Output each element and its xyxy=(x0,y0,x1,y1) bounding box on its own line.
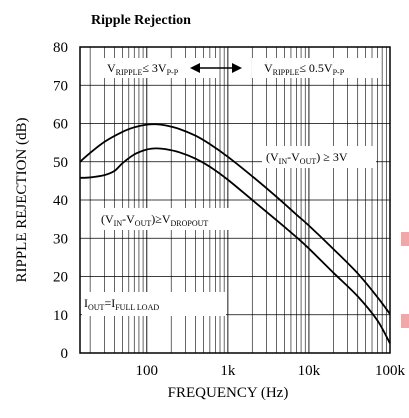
lower-label-p3: )≥V xyxy=(151,212,171,226)
lower-label-p1: (V xyxy=(101,212,114,226)
load-condition-label: IOUT=IFULL LOAD xyxy=(84,296,159,312)
upper-label-s2: OUT xyxy=(300,157,317,166)
lower-curve-label: (VIN-VOUT)≥VDROPOUT xyxy=(101,212,208,228)
x-tick-label: 10k xyxy=(298,363,321,379)
y-tick-label: 50 xyxy=(53,155,68,171)
load-s1: OUT xyxy=(88,303,105,312)
x-axis-label: FREQUENCY (Hz) xyxy=(168,385,289,401)
ripple-right-rest: ≤ 0.5V xyxy=(299,61,333,75)
lower-label-s3: DROPOUT xyxy=(171,219,209,228)
y-tick-label: 70 xyxy=(53,78,68,94)
y-tick-label: 20 xyxy=(53,270,68,286)
load-p1: I xyxy=(84,296,88,310)
ripple-left-sub: RIPPLE xyxy=(116,68,143,77)
x-tick-label: 100k xyxy=(375,363,406,379)
edge-marker-lower xyxy=(401,314,409,328)
edge-marker-upper xyxy=(401,232,409,246)
upper-label-s1: IN xyxy=(279,157,288,166)
load-s2: FULL LOAD xyxy=(115,303,159,312)
ripple-left-rest: ≤ 3V xyxy=(142,61,167,75)
series-line-upper xyxy=(79,123,391,315)
axis-ticks: 0 10 20 30 40 50 60 70 80 100 1k 10k 100k xyxy=(53,40,406,379)
ripple-right-main: V xyxy=(264,61,273,75)
upper-label-p3: ) ≥ 3V xyxy=(316,150,348,164)
lower-label-p2: -V xyxy=(122,212,135,226)
lower-label-s1: IN xyxy=(114,219,123,228)
ripple-right-sub2: P-P xyxy=(333,68,345,77)
x-tick-label: 1k xyxy=(220,363,236,379)
ripple-left-main: V xyxy=(107,61,116,75)
chart-title: Ripple Rejection xyxy=(91,13,191,28)
ripple-left-annotation: VRIPPLE≤ 3VP-P xyxy=(107,61,179,77)
upper-label-p1: (V xyxy=(266,150,279,164)
upper-label-p2: -V xyxy=(287,150,300,164)
annotation-backgrounds xyxy=(82,58,378,316)
load-p2: =I xyxy=(104,296,115,310)
ripple-left-sub2: P-P xyxy=(167,68,179,77)
series-lines xyxy=(79,123,391,344)
y-axis-label: RIPPLE REJECTION (dB) xyxy=(14,117,30,282)
y-tick-label: 30 xyxy=(53,231,68,247)
series-line-lower xyxy=(79,147,391,344)
ripple-right-sub: RIPPLE xyxy=(273,68,300,77)
upper-curve-label: (VIN-VOUT) ≥ 3V xyxy=(266,150,348,166)
y-tick-label: 10 xyxy=(53,308,68,324)
ripple-right-annotation: VRIPPLE≤ 0.5VP-P xyxy=(264,61,345,77)
y-tick-label: 60 xyxy=(53,117,68,133)
plot-frame xyxy=(79,46,391,354)
double-arrow xyxy=(190,63,242,73)
lower-label-s2: OUT xyxy=(135,219,152,228)
y-tick-label: 0 xyxy=(61,346,69,362)
y-tick-label: 40 xyxy=(53,193,68,209)
x-tick-label: 100 xyxy=(136,363,159,379)
y-tick-label: 80 xyxy=(53,40,68,56)
